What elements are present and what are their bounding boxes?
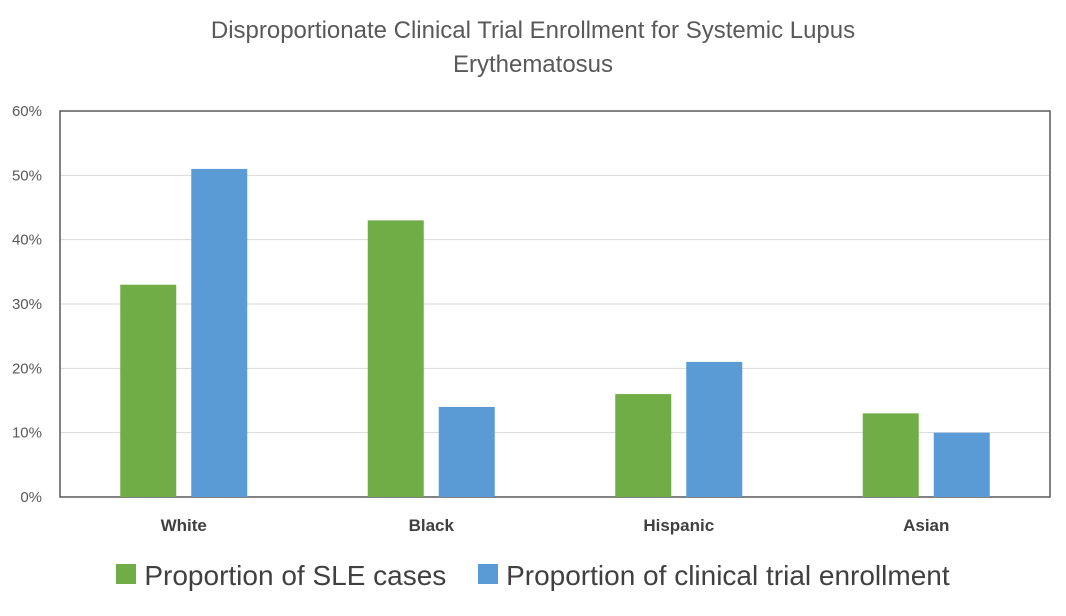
bar-proportion-of-sle-cases-black (367, 220, 424, 497)
bar-proportion-of-sle-cases-white (120, 284, 177, 497)
y-tick-label: 30% (12, 296, 42, 313)
bar-proportion-of-clinical-trial-enrollment-asian (933, 432, 990, 497)
y-tick-label: 10% (12, 425, 42, 442)
chart-title-line-2: Erythematosus (452, 51, 614, 78)
plot-area-border (59, 110, 1051, 498)
bar-proportion-of-clinical-trial-enrollment-black (438, 406, 495, 497)
legend-item-trial-enrollment: Proportion of clinical trial enrollment (478, 560, 950, 592)
legend: Proportion of SLE cases Proportion of cl… (0, 560, 1066, 592)
y-tick-label: 40% (12, 232, 42, 249)
y-tick-label: 20% (12, 360, 42, 377)
y-tick-label: 60% (12, 103, 42, 120)
x-tick-label-hispanic: Hispanic (643, 516, 714, 535)
chart-title: Disproportionate Clinical Trial Enrollme… (0, 14, 1066, 82)
legend-item-sle-cases: Proportion of SLE cases (116, 560, 446, 592)
bar-proportion-of-clinical-trial-enrollment-hispanic (686, 361, 743, 497)
y-tick-label: 50% (12, 167, 42, 184)
bar-proportion-of-clinical-trial-enrollment-white (191, 168, 248, 497)
x-tick-label-white: White (161, 516, 207, 535)
legend-swatch-sle-cases (116, 564, 137, 584)
legend-label-trial-enrollment: Proportion of clinical trial enrollment (506, 560, 950, 591)
chart-title-line-1: Disproportionate Clinical Trial Enrollme… (210, 17, 856, 44)
x-tick-label-asian: Asian (903, 516, 949, 535)
bar-proportion-of-sle-cases-asian (862, 413, 919, 497)
legend-label-sle-cases: Proportion of SLE cases (144, 560, 447, 591)
x-tick-label-black: Black (409, 516, 455, 535)
y-tick-label: 0% (20, 489, 42, 506)
legend-swatch-trial-enrollment (478, 564, 499, 584)
bar-proportion-of-sle-cases-hispanic (615, 394, 672, 497)
